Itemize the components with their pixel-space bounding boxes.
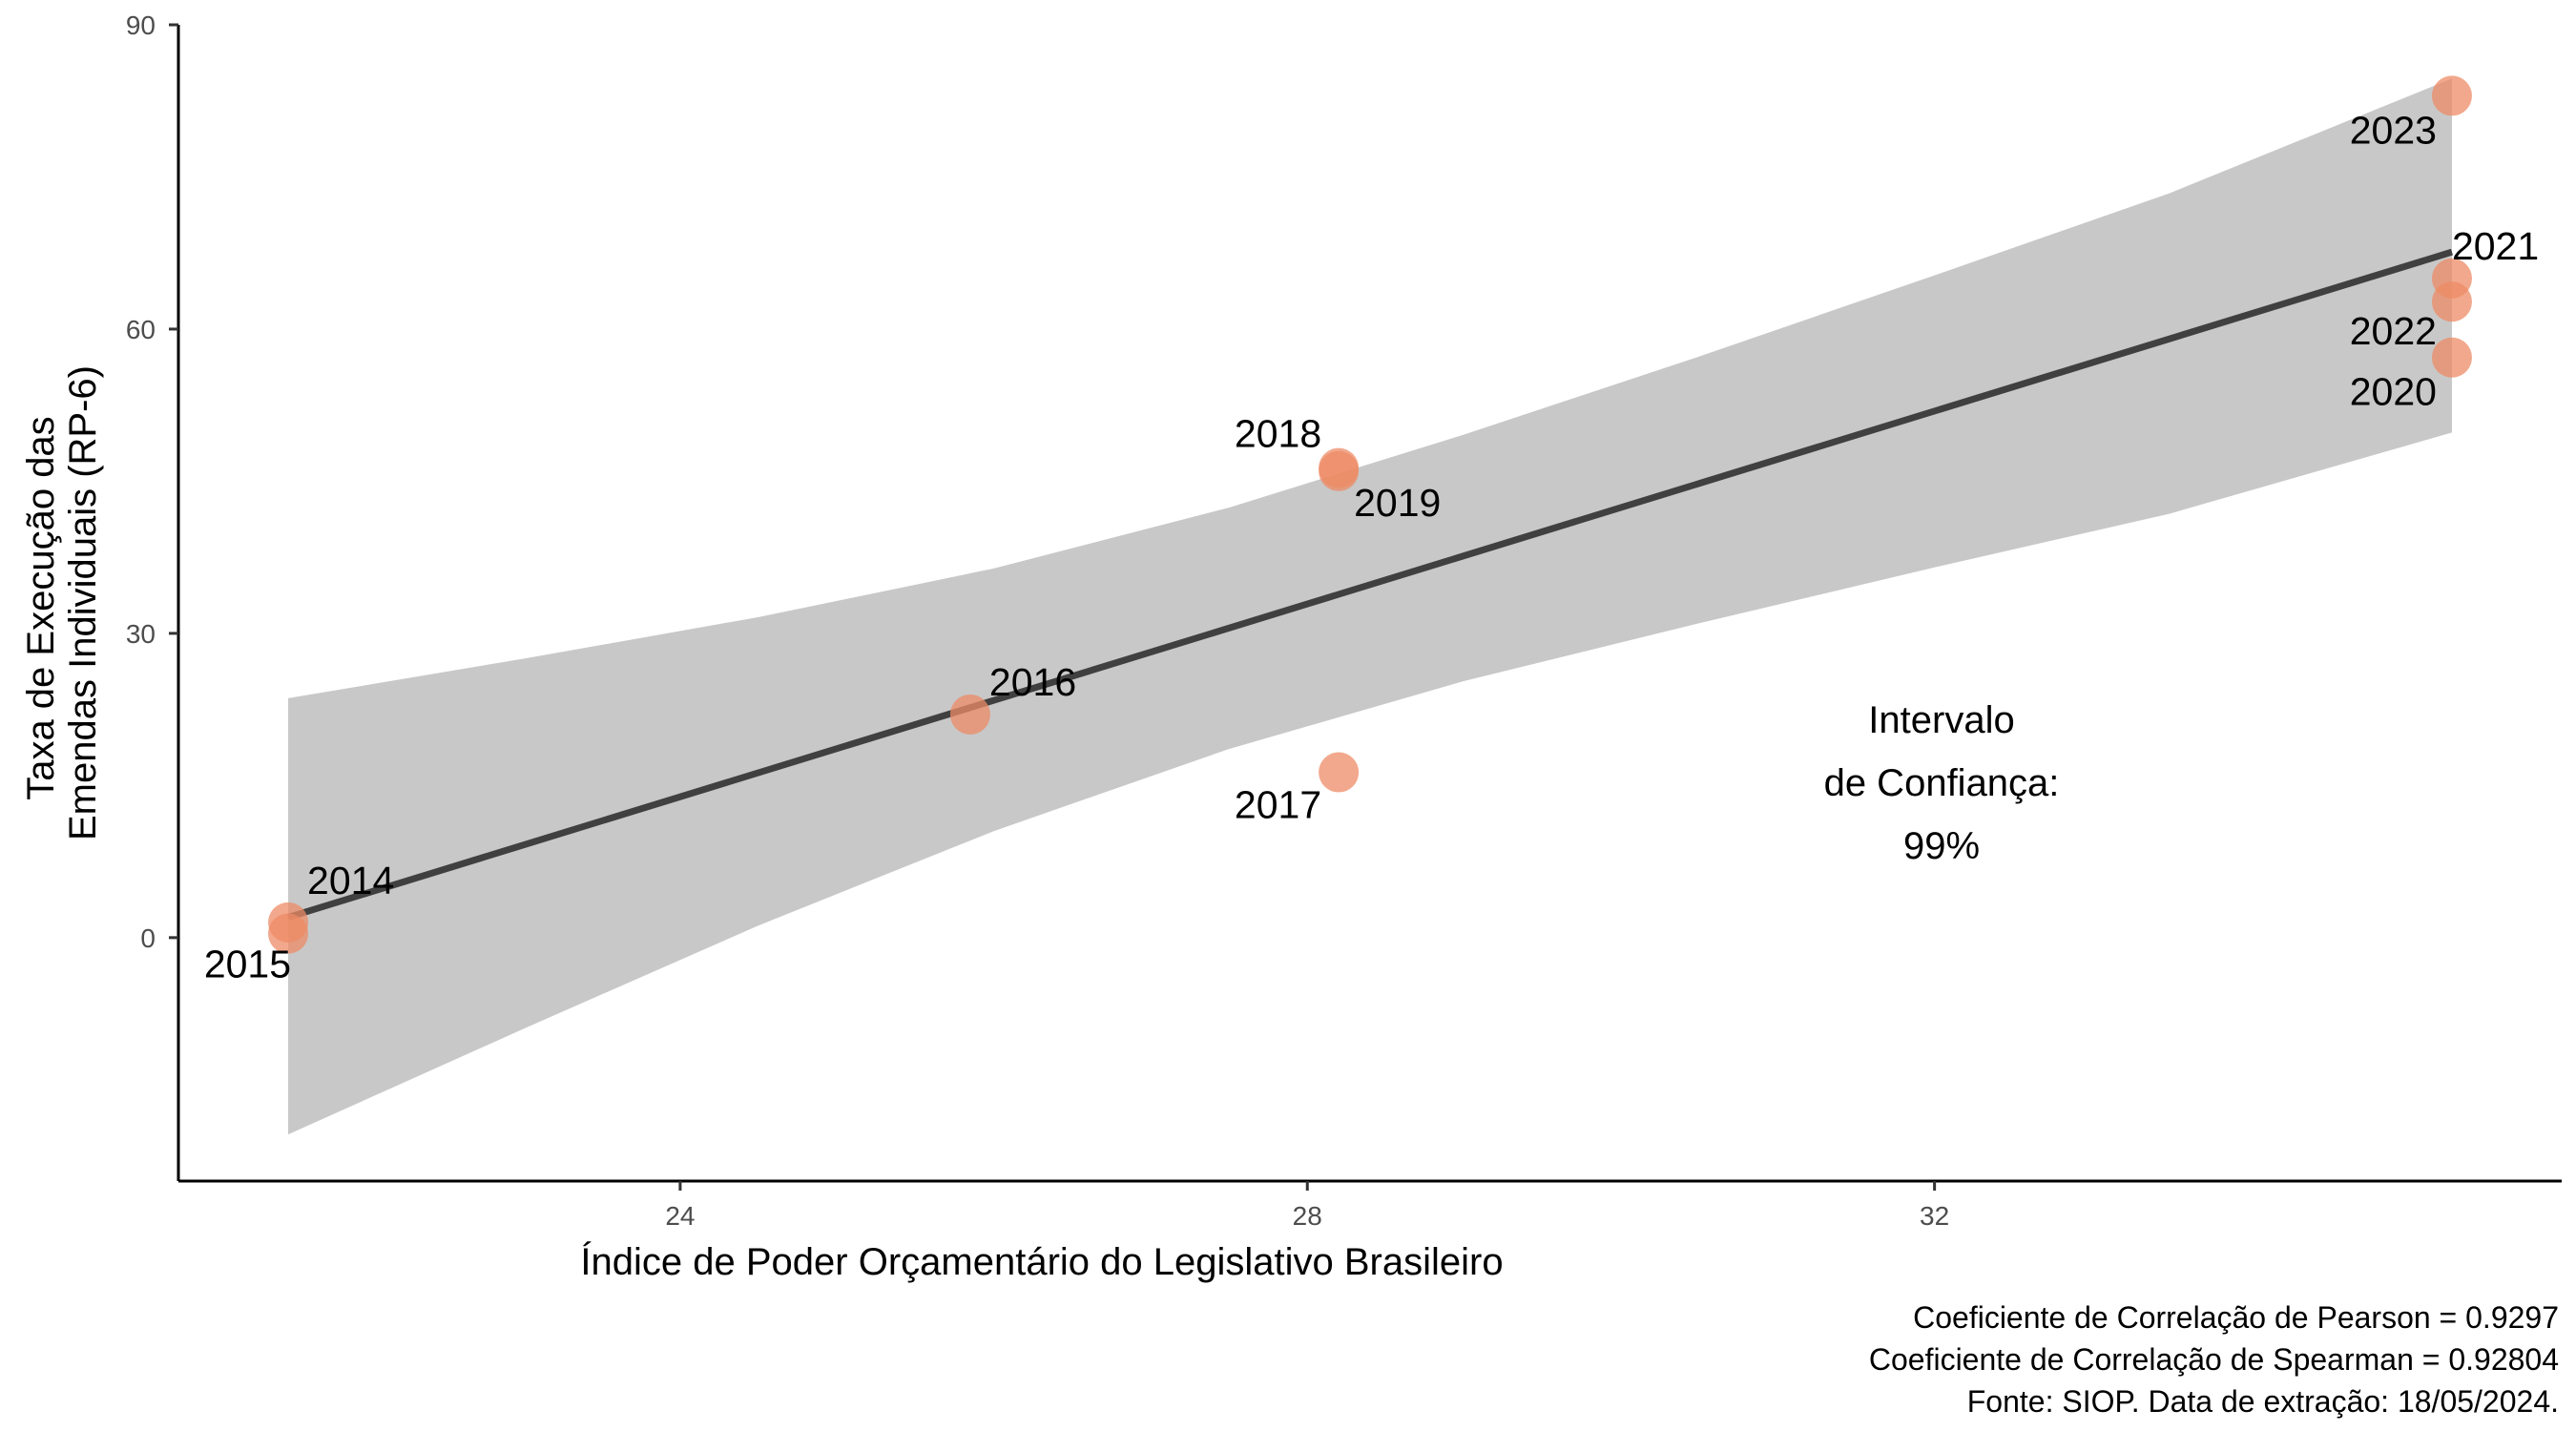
x-axis-title: Índice de Poder Orçamentário do Legislat…: [580, 1240, 1503, 1283]
x-tick-label: 32: [1920, 1201, 1949, 1231]
data-point-2019: [1319, 450, 1360, 491]
data-point-2023: [2431, 75, 2472, 116]
x-tick-label: 28: [1293, 1201, 1322, 1231]
data-point-2022: [2431, 281, 2472, 322]
y-tick-label: 0: [140, 923, 156, 953]
regression-line: [287, 248, 2453, 921]
y-tick-label: 30: [126, 619, 156, 649]
point-label-2015: 2015: [204, 943, 291, 986]
data-point-2020: [2431, 337, 2472, 378]
ticks-layer: 24 28 32 0 30 60 90: [126, 10, 1949, 1231]
x-tick-label: 24: [665, 1201, 695, 1231]
point-label-2019: 2019: [1354, 481, 1441, 525]
y-axis-title-line: Taxa de Execução das: [20, 416, 62, 799]
annotation-line: Intervalo: [1868, 699, 2014, 741]
point-label-2014: 2014: [307, 859, 394, 902]
point-label-2023: 2023: [2350, 108, 2437, 152]
data-points-layer: [268, 75, 2472, 954]
confidence-band: [288, 78, 2452, 1135]
point-label-2020: 2020: [2350, 370, 2437, 414]
caption-pearson: Coeficiente de Correlação de Pearson = 0…: [1913, 1300, 2559, 1335]
data-point-2015: [268, 913, 309, 954]
axes-layer: [177, 25, 2562, 1183]
point-label-2018: 2018: [1235, 412, 1321, 456]
annotation-line: de Confiança:: [1824, 762, 2060, 804]
y-tick-label: 60: [126, 315, 156, 344]
confidence-band-layer: [288, 78, 2452, 1135]
chart-caption: Coeficiente de Correlação de Pearson = 0…: [1869, 1300, 2559, 1419]
y-axis-title-line: Emendas Individuais (RP-6): [62, 365, 104, 840]
point-label-2022: 2022: [2350, 309, 2437, 353]
annotation-line: 99%: [1903, 825, 1980, 867]
y-tick-label: 90: [126, 10, 156, 40]
confidence-interval-annotation: Intervalo de Confiança: 99%: [1824, 699, 2060, 867]
data-point-2016: [949, 694, 990, 735]
point-label-2017: 2017: [1235, 783, 1321, 827]
y-axis-title: Taxa de Execução das Emendas Individuais…: [20, 365, 104, 840]
point-label-2016: 2016: [989, 660, 1076, 704]
caption-source: Fonte: SIOP. Data de extração: 18/05/202…: [1967, 1384, 2559, 1419]
caption-spearman: Coeficiente de Correlação de Spearman = …: [1869, 1342, 2559, 1377]
regression-line-layer: [287, 248, 2453, 921]
point-label-2021: 2021: [2452, 224, 2539, 268]
point-labels-layer: 2014 2015 2016 2017 2018 2019 2020 2021 2022 2023: [204, 108, 2539, 985]
data-point-2017: [1319, 752, 1360, 793]
